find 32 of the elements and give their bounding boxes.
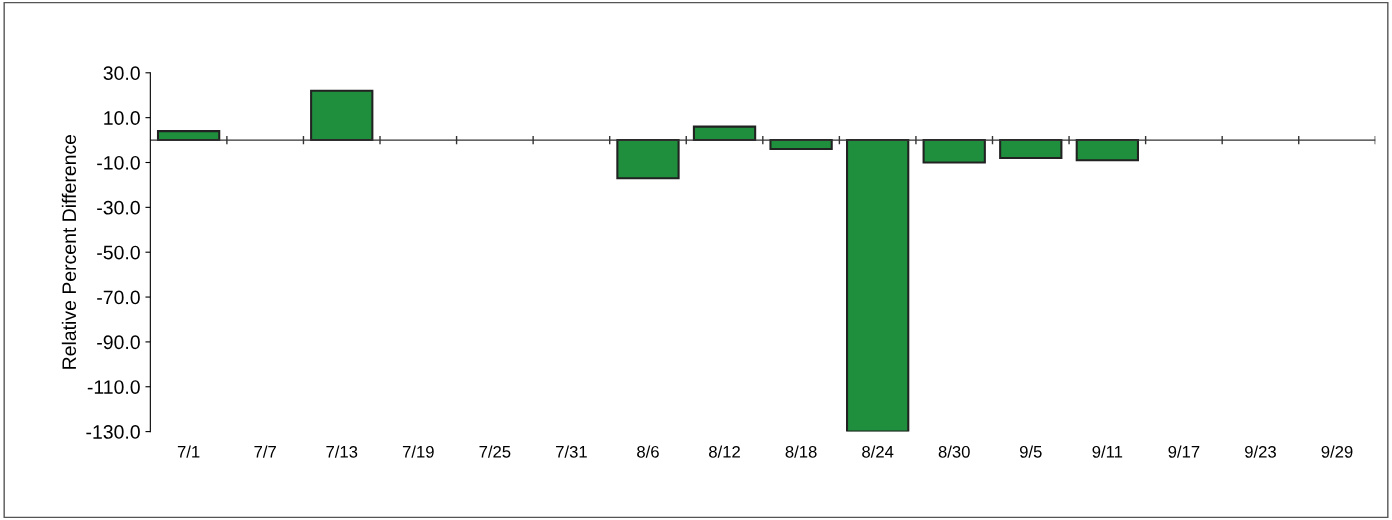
x-tick-label: 7/7 xyxy=(254,445,276,458)
y-tick-label: 30.0 xyxy=(103,66,140,81)
x-tick-label: 8/30 xyxy=(938,445,970,458)
y-tick-label: 10.0 xyxy=(104,111,140,125)
y-tick-label: -50.0 xyxy=(97,245,140,260)
bar xyxy=(845,139,910,432)
x-tick-label: 8/6 xyxy=(637,445,659,458)
y-tick-label: -90.0 xyxy=(97,335,140,350)
y-tick-label: -130.0 xyxy=(86,425,140,439)
y-tick-label: -110.0 xyxy=(87,380,140,394)
x-tick-label: 8/18 xyxy=(785,445,817,458)
bar xyxy=(616,139,680,180)
bar xyxy=(922,139,986,164)
x-tick-label: 7/13 xyxy=(326,445,358,458)
y-tick-label: -70.0 xyxy=(97,290,140,305)
x-tick-label: 9/17 xyxy=(1168,445,1200,458)
bar xyxy=(999,139,1063,160)
y-tick-label: -10.0 xyxy=(97,155,140,170)
x-tick-label: 9/5 xyxy=(1019,445,1042,458)
x-tick-label: 7/25 xyxy=(479,445,511,458)
x-tick-label: 7/31 xyxy=(556,445,587,458)
x-tick-label: 9/29 xyxy=(1321,445,1353,458)
bar xyxy=(1075,139,1139,162)
x-tick-label: 8/12 xyxy=(709,445,740,458)
y-tick-label: -30.0 xyxy=(97,200,140,215)
x-tick-label: 8/24 xyxy=(862,445,894,458)
x-tick-label: 9/23 xyxy=(1245,445,1276,458)
x-tick-label: 9/11 xyxy=(1092,445,1123,458)
bar xyxy=(310,89,374,142)
x-tick-label: 7/19 xyxy=(402,445,434,458)
y-axis-title: Relative Percent Difference xyxy=(61,134,77,369)
x-tick-label: 7/1 xyxy=(177,445,200,458)
